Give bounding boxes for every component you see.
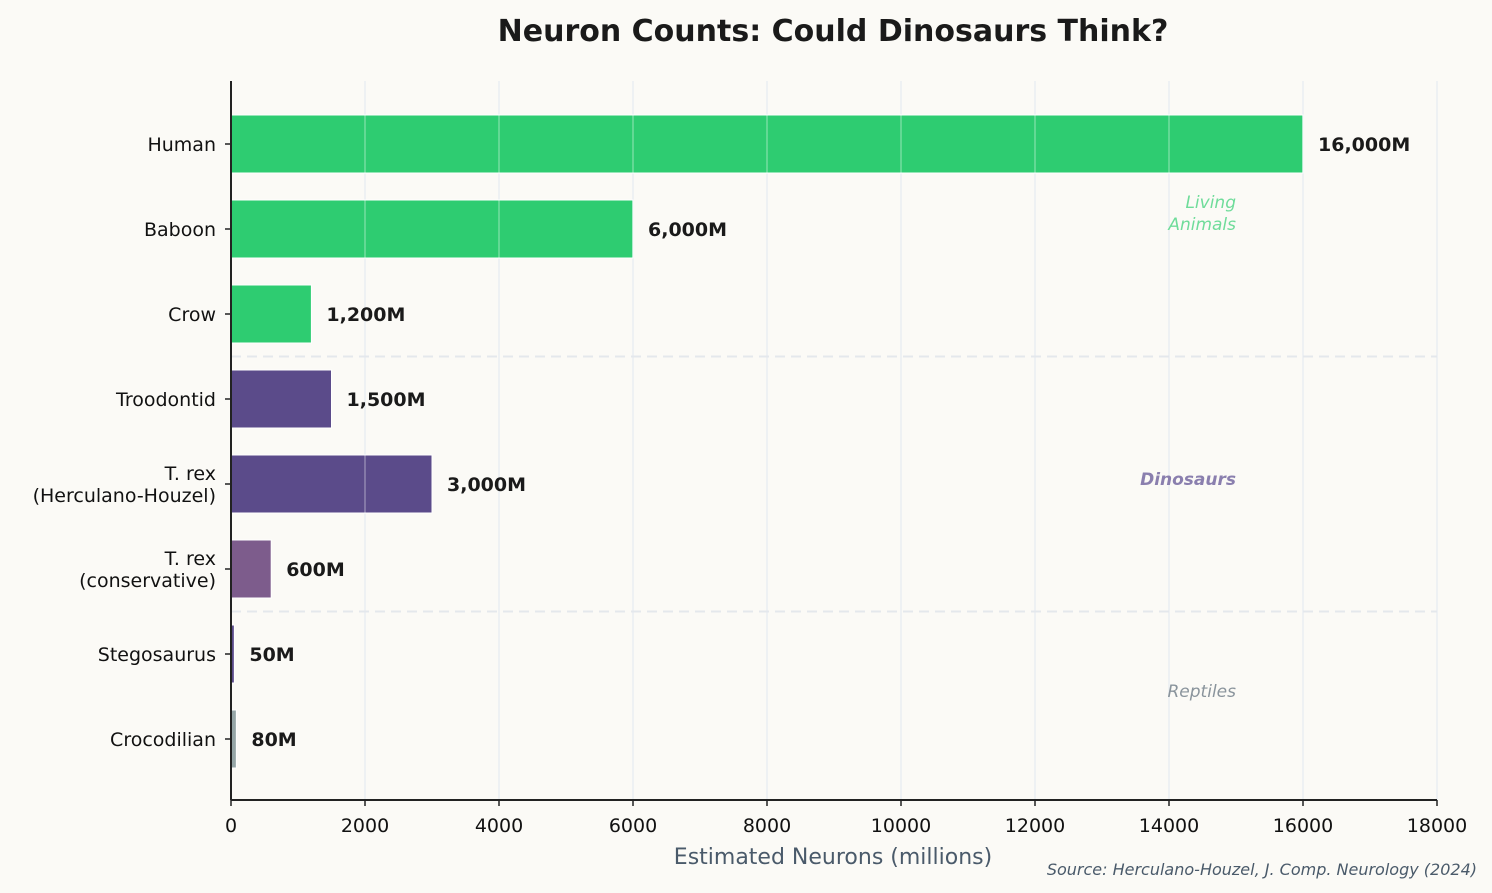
- group-label: Reptiles: [1168, 682, 1237, 702]
- x-tick-label: 16000: [1273, 815, 1333, 837]
- value-label: 1,500M: [347, 389, 426, 411]
- y-tick-label: Crow: [168, 304, 216, 326]
- value-label: 50M: [249, 644, 294, 666]
- x-gridlines-overlay: [364, 81, 1438, 800]
- x-tick-label: 18000: [1407, 815, 1467, 837]
- x-tick-label: 12000: [1005, 815, 1065, 837]
- x-tick-label: 0: [225, 815, 237, 837]
- bar: [230, 284, 312, 344]
- x-tick-label: 6000: [609, 815, 657, 837]
- value-label: 600M: [286, 559, 345, 581]
- bars: [230, 114, 1304, 769]
- x-tick-label: 14000: [1139, 815, 1199, 837]
- y-tick-label: Crocodilian: [110, 729, 216, 751]
- x-tick-label: 4000: [475, 815, 523, 837]
- bar: [230, 369, 332, 429]
- group-label: Dinosaurs: [1140, 470, 1236, 490]
- x-axis-label: Estimated Neurons (millions): [674, 845, 992, 870]
- x-tick-label: 8000: [743, 815, 791, 837]
- group-separators: [231, 355, 1437, 613]
- y-tick-label: Baboon: [144, 219, 216, 241]
- bar: [230, 114, 1304, 174]
- value-labels: 16,000M 6,000M 1,200M 1,500M 3,000M 600M 50M 80…: [249, 134, 1410, 751]
- value-label: 80M: [251, 729, 296, 751]
- bar: [230, 539, 272, 599]
- y-tick-label: T. rex (conservative): [79, 548, 216, 592]
- bar: [230, 199, 634, 259]
- bar: [230, 454, 433, 514]
- group-labels: Living Animals Dinosaurs Reptiles: [1140, 193, 1236, 702]
- x-axis: 0 2000 4000 6000 8000 10000 12000 14000 16000 180…: [225, 799, 1467, 837]
- value-label: 1,200M: [326, 304, 405, 326]
- y-tick-label: Stegosaurus: [98, 644, 216, 666]
- value-label: 3,000M: [447, 474, 526, 496]
- group-label: Living Animals: [1167, 193, 1236, 235]
- x-tick-label: 2000: [341, 815, 389, 837]
- value-label: 16,000M: [1318, 134, 1410, 156]
- y-tick-label: T. rex (Herculano-Houzel): [33, 463, 216, 507]
- source-note: Source: Herculano-Houzel, J. Comp. Neuro…: [1047, 860, 1477, 879]
- y-axis: Human Baboon Crow Troodontid T. rex (Herculan…: [33, 81, 232, 800]
- value-label: 6,000M: [648, 219, 727, 241]
- chart-title: Neuron Counts: Could Dinosaurs Think?: [498, 14, 1169, 49]
- y-tick-label: Human: [147, 134, 216, 156]
- y-tick-label: Troodontid: [115, 389, 216, 411]
- x-tick-label: 10000: [871, 815, 931, 837]
